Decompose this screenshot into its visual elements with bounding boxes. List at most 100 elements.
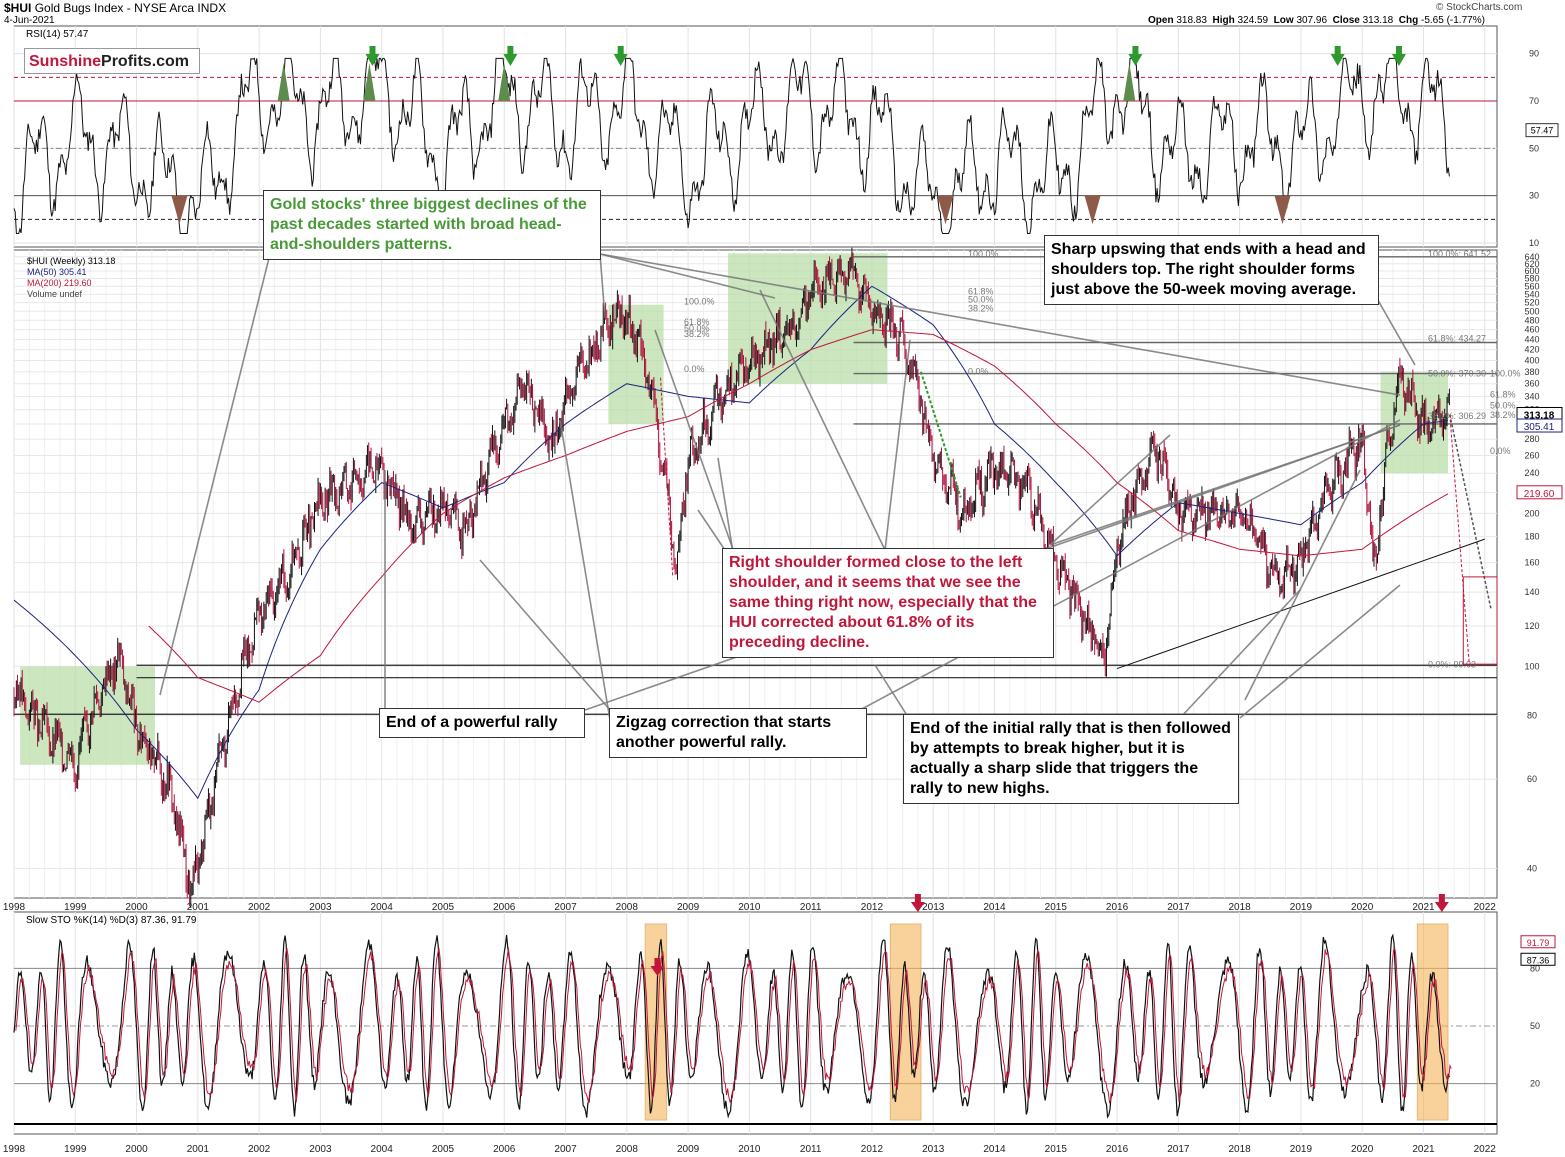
year-label-top-2016: 2016	[1106, 902, 1129, 913]
callout-connector-17	[874, 664, 911, 721]
fib-right-0: 100.0%: 641.52	[1428, 249, 1491, 259]
year-label-bottom-2021: 2021	[1412, 1144, 1435, 1155]
rsi-overbought-fill-2	[498, 63, 511, 101]
price-candles	[13, 247, 1450, 908]
price-tick-120: 120	[1524, 621, 1539, 631]
red-arrow-icon	[910, 894, 925, 912]
year-label-top-2014: 2014	[983, 902, 1006, 913]
green-arrow-icon	[613, 46, 628, 66]
year-label-top-2009: 2009	[677, 902, 700, 913]
year-label-top-1998: 1998	[3, 902, 26, 913]
year-label-bottom-2007: 2007	[554, 1144, 577, 1155]
callout-connector-3	[599, 253, 1401, 396]
fib-small-3: 38.2%	[1490, 410, 1516, 420]
price-tick-40: 40	[1527, 864, 1537, 874]
year-label-bottom-2018: 2018	[1228, 1144, 1251, 1155]
year-label-bottom-2002: 2002	[248, 1144, 271, 1155]
year-label-top-2001: 2001	[187, 902, 210, 913]
year-label-top-2022: 2022	[1474, 902, 1497, 913]
callout-connector-8	[759, 289, 886, 551]
year-label-top-2003: 2003	[309, 902, 332, 913]
callout-connector-15	[559, 419, 611, 721]
rsi-value-badge-box	[1525, 123, 1559, 138]
projection-green-2013	[920, 371, 962, 498]
callout-connector-5	[654, 329, 736, 556]
rsi-label: RSI(14) 57.47	[26, 29, 89, 40]
price-tick-200: 200	[1524, 508, 1539, 518]
panel-frame-0	[13, 25, 1498, 248]
rsi-series-line	[13, 57, 1450, 234]
callout-connector-19	[1239, 584, 1401, 719]
legend-volume: Volume undef	[27, 289, 83, 299]
price-tick-100: 100	[1524, 661, 1539, 671]
price-tick-620: 620	[1524, 259, 1539, 269]
chg-label: Chg	[1398, 15, 1419, 26]
chg-value: -5.65 (-1.77%)	[1421, 15, 1485, 26]
year-label-top-2004: 2004	[371, 902, 394, 913]
red-arrow-icon	[650, 958, 665, 976]
year-label-bottom-2014: 2014	[983, 1144, 1006, 1155]
price-tick-440: 440	[1524, 334, 1539, 344]
sto-label: Slow STO %K(14) %D(3) 87.36, 91.79	[26, 915, 197, 926]
close-value: 313.18	[1362, 15, 1394, 26]
sto-badge-badge_d: 91.79	[1527, 938, 1550, 948]
year-label-bottom-2016: 2016	[1106, 1144, 1129, 1155]
year-label-top-2015: 2015	[1045, 902, 1068, 913]
fib-mid-4: 0.0%	[968, 367, 989, 377]
symbol: $HUI	[4, 1, 32, 15]
sto-tick-80: 80	[1530, 963, 1540, 973]
year-label-bottom-2003: 2003	[309, 1144, 332, 1155]
rsi-oversold-fill-1	[937, 195, 954, 225]
index-name: Gold Bugs Index - NYSE Arca INDX	[34, 1, 227, 15]
high-value: 324.59	[1237, 15, 1269, 26]
price-tick-360: 360	[1524, 379, 1539, 389]
red-arrow-icon	[1434, 894, 1449, 912]
year-label-top-2002: 2002	[248, 902, 271, 913]
price-tick-60: 60	[1527, 774, 1537, 784]
callout-connector-14	[479, 559, 611, 711]
year-label-top-2021: 2021	[1412, 902, 1435, 913]
callout-connector-16	[859, 419, 1401, 711]
rsi-tick-90: 90	[1529, 49, 1539, 59]
low-label: Low	[1273, 15, 1294, 26]
year-label-bottom-2019: 2019	[1290, 1144, 1313, 1155]
fib-left-3: 38.2%	[684, 329, 710, 339]
price-tick-160: 160	[1524, 558, 1539, 568]
year-label-bottom-1999: 1999	[64, 1144, 87, 1155]
rsi-tick-30: 30	[1529, 191, 1539, 201]
rsi-tick-10: 10	[1529, 238, 1539, 248]
green-arrow-icon	[1330, 46, 1345, 66]
year-label-bottom-2012: 2012	[861, 1144, 884, 1155]
green-arrow-icon	[1391, 46, 1406, 66]
year-label-bottom-2005: 2005	[432, 1144, 455, 1155]
price-tick-460: 460	[1524, 325, 1539, 335]
price-badge-badge_close: 313.18	[1524, 410, 1555, 421]
year-label-top-2006: 2006	[493, 902, 516, 913]
price-tick-480: 480	[1524, 315, 1539, 325]
sto-badge-badge_k: 87.36	[1527, 955, 1550, 965]
close-label: Close	[1332, 15, 1360, 26]
rsi-tick-70: 70	[1529, 96, 1539, 106]
year-label-top-2013: 2013	[922, 902, 945, 913]
price-tick-400: 400	[1524, 355, 1539, 365]
price-tick-240: 240	[1524, 468, 1539, 478]
open-label: Open	[1148, 15, 1174, 26]
fib-small-0: 100.0%	[1490, 369, 1521, 379]
rsi-tick-50: 50	[1529, 143, 1539, 153]
logo-part2: Profits.com	[101, 53, 190, 70]
price-tick-540: 540	[1524, 289, 1539, 299]
legend-price: $HUI (Weekly) 313.18	[27, 256, 116, 266]
year-label-top-2017: 2017	[1167, 902, 1190, 913]
callout-zigzag: Zigzag correction that starts another po…	[609, 708, 867, 758]
low-value: 307.96	[1296, 15, 1328, 26]
sto-highlight-zone-1	[889, 923, 922, 1121]
year-label-top-2005: 2005	[432, 902, 455, 913]
year-label-bottom-2022: 2022	[1474, 1144, 1497, 1155]
fib-mid-1: 61.8%	[968, 286, 994, 296]
fib-mid-3: 38.2%	[968, 303, 994, 313]
legend-ma50: MA(50) 305.41	[27, 267, 87, 277]
fib-right-4: 0.0%: 99.03	[1428, 659, 1476, 669]
rsi-overbought-fill-1	[363, 63, 376, 101]
price-tick-640: 640	[1524, 252, 1539, 262]
trend-line	[1116, 538, 1485, 670]
